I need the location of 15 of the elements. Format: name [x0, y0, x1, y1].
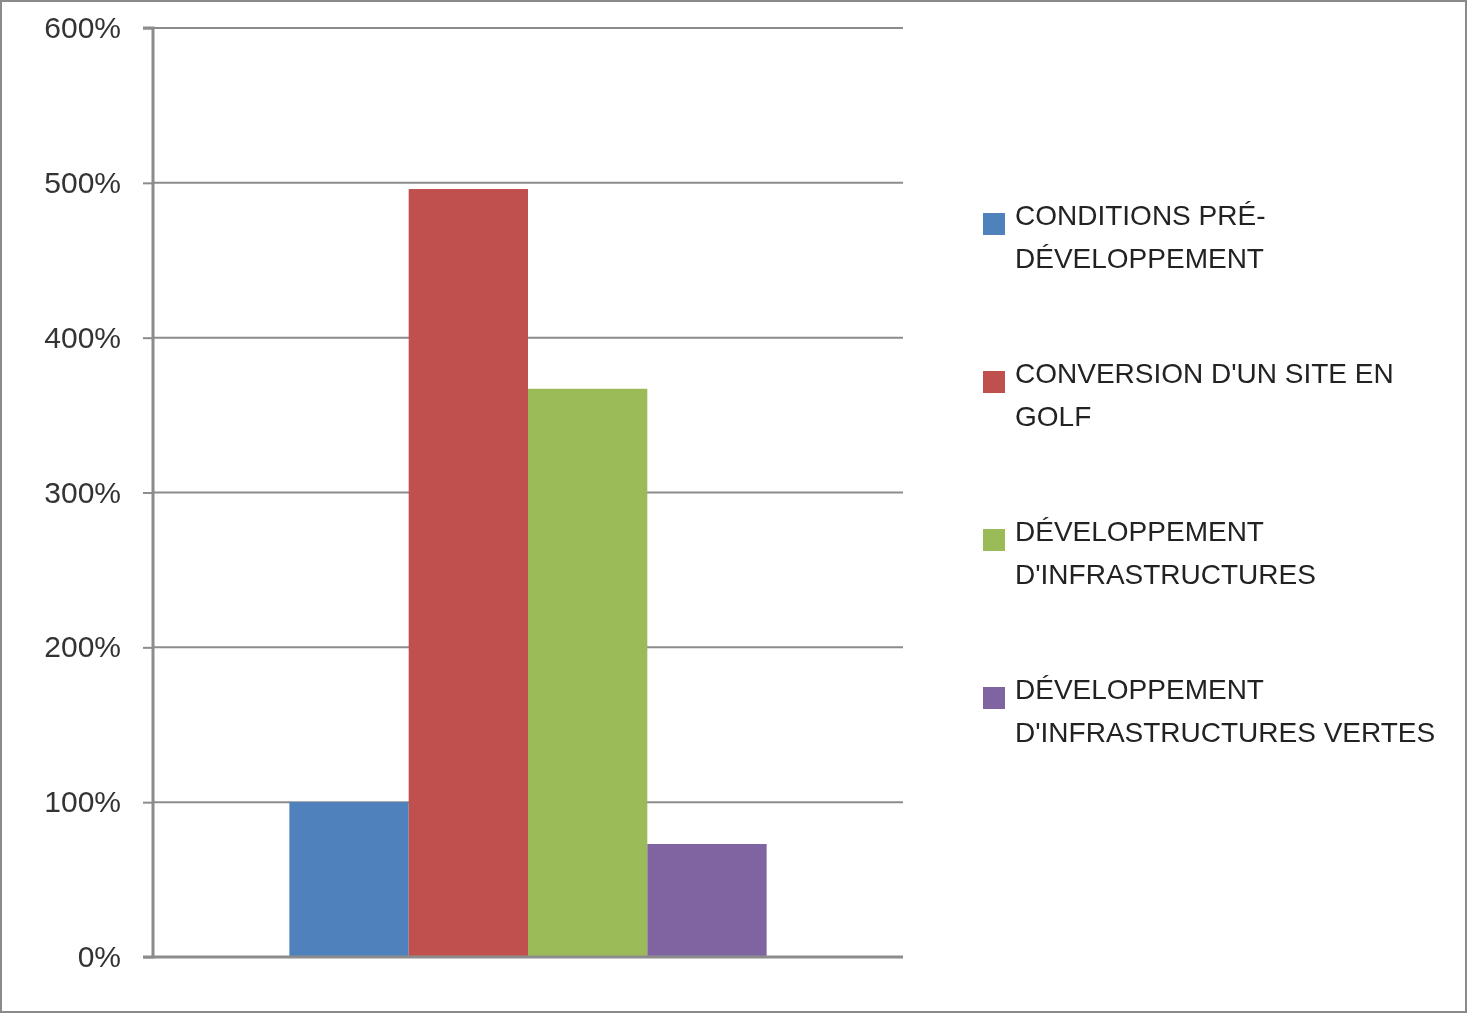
y-tick-label: 200%: [44, 630, 121, 664]
y-tick-label: 400%: [44, 320, 121, 354]
y-tick-label: 100%: [44, 785, 121, 819]
y-tick-label: 0%: [77, 940, 121, 974]
bar: [528, 388, 648, 957]
legend-label: CONDITIONS PRÉ-DÉVELOPPEMENT: [1015, 200, 1266, 275]
y-tick-label: 300%: [44, 475, 121, 509]
bar: [408, 189, 528, 957]
y-tick-label: 600%: [44, 11, 121, 45]
y-tick-label: 500%: [44, 165, 121, 199]
legend-label: CONVERSION D'UN SITE EN GOLF: [1015, 358, 1394, 433]
legend-label: DÉVELOPPEMENT D'INFRASTRUCTURES VERTES: [1015, 674, 1436, 749]
legend-label: DÉVELOPPEMENT D'INFRASTRUCTURES: [1015, 516, 1316, 591]
bar: [647, 843, 767, 957]
bar: [289, 802, 409, 957]
